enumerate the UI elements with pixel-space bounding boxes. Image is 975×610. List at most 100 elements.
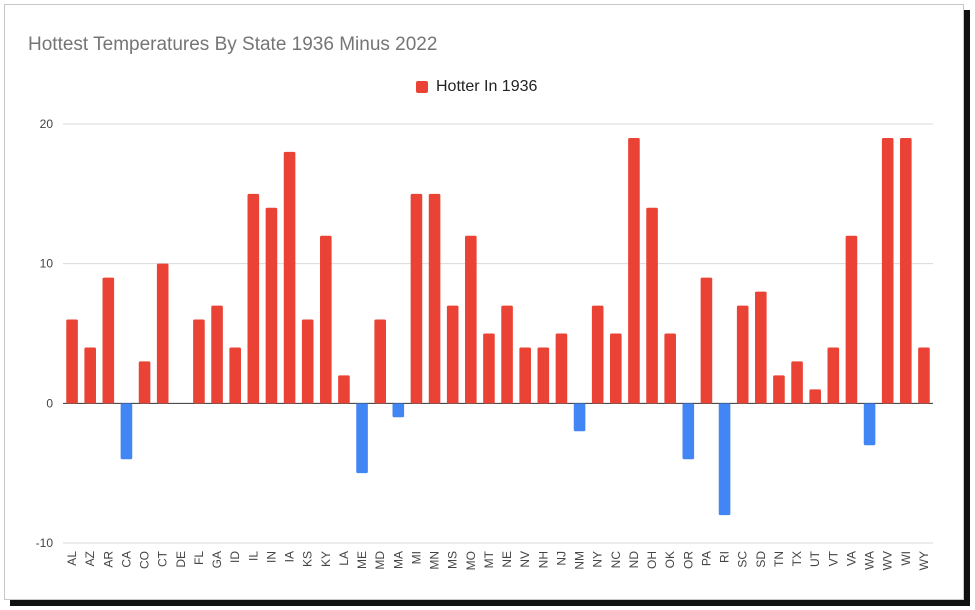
x-tick-label: AL — [65, 551, 79, 566]
x-tick-label: AZ — [83, 551, 97, 566]
bar-id — [229, 347, 241, 404]
x-tick-label: CA — [119, 551, 133, 568]
bar-mi — [410, 193, 423, 404]
bar-ms — [446, 305, 459, 404]
x-tick-label: WA — [863, 551, 877, 570]
bar-mn — [428, 193, 441, 404]
bar-al — [66, 319, 78, 404]
y-tick-label: 20 — [40, 117, 54, 131]
x-tick-label: SC — [736, 551, 750, 568]
bar-ia — [283, 151, 296, 404]
bar-ct — [156, 263, 169, 404]
bar-tn — [773, 375, 785, 404]
bar-wi — [900, 137, 912, 404]
bar-il — [247, 193, 260, 404]
bar-nd — [628, 137, 640, 404]
y-tick-label: 10 — [40, 257, 54, 271]
bar-ok — [664, 333, 676, 404]
bar-nc — [610, 333, 622, 404]
x-tick-label: NH — [536, 551, 550, 568]
bar-ky — [320, 235, 332, 404]
x-tick-label: FL — [192, 551, 206, 565]
bar-sc — [736, 305, 749, 404]
x-tick-label: MT — [482, 550, 496, 568]
bar-nj — [555, 333, 568, 404]
y-tick-label: -10 — [36, 536, 54, 550]
x-tick-label: DE — [174, 551, 188, 568]
bar-fl — [193, 319, 205, 404]
bar-md — [374, 319, 386, 404]
x-tick-label: WI — [899, 551, 913, 566]
bar-co — [138, 361, 151, 404]
bar-ne — [501, 305, 513, 404]
x-tick-label: LA — [337, 551, 351, 566]
bar-ut — [809, 389, 821, 404]
x-tick-label: NE — [500, 551, 514, 568]
chart-title: Hottest Temperatures By State 1936 Minus… — [28, 34, 438, 55]
bar-vt — [827, 347, 840, 404]
bar-la — [338, 375, 350, 404]
x-tick-label: OH — [645, 551, 659, 569]
x-tick-label: IN — [264, 551, 278, 563]
bar-wa — [863, 403, 876, 446]
x-tick-label: KY — [319, 551, 333, 567]
x-tick-label: WY — [917, 551, 931, 570]
bar-or — [682, 403, 695, 460]
x-tick-label: TN — [772, 551, 786, 567]
x-tick-label: GA — [210, 551, 224, 568]
x-tick-label: NC — [609, 551, 623, 569]
bar-wy — [918, 347, 930, 404]
x-tick-label: OR — [681, 551, 695, 569]
legend-label: Hotter In 1936 — [436, 78, 538, 95]
x-tick-label: MI — [409, 551, 423, 564]
x-tick-label: UT — [808, 550, 822, 567]
x-tick-label: NJ — [554, 551, 568, 566]
x-tick-label: AR — [101, 551, 115, 568]
bar-pa — [700, 277, 713, 404]
bar-oh — [646, 207, 658, 404]
bar-wv — [881, 137, 894, 404]
bar-nh — [537, 347, 550, 404]
bar-ar — [102, 277, 115, 404]
x-tick-label: NM — [573, 551, 587, 570]
legend: Hotter In 1936 — [416, 78, 537, 96]
x-tick-label: ME — [355, 551, 369, 569]
x-tick-label: SD — [754, 551, 768, 568]
x-tick-label: CT — [156, 550, 170, 567]
x-tick-label: TX — [790, 551, 804, 566]
x-tick-label: MO — [464, 551, 478, 570]
bar-nm — [573, 403, 586, 432]
x-tick-label: MA — [391, 551, 405, 569]
y-tick-label: 0 — [46, 396, 53, 410]
x-tick-label: OK — [663, 551, 677, 568]
bar-va — [845, 235, 858, 404]
bar-nv — [519, 347, 531, 404]
x-tick-label: VA — [844, 551, 858, 566]
x-tick-label: MD — [373, 551, 387, 570]
bar-me — [356, 403, 368, 474]
bar-ri — [718, 403, 731, 516]
x-tick-label: NV — [518, 551, 532, 568]
x-tick-label: IL — [246, 551, 260, 561]
x-tick-label: CO — [138, 551, 152, 569]
bar-ca — [120, 403, 133, 460]
bar-mt — [483, 333, 495, 404]
bar-in — [265, 207, 278, 404]
x-tick-label: MN — [428, 551, 442, 570]
bar-ny — [591, 305, 604, 404]
x-tick-label: MS — [446, 551, 460, 569]
x-tick-label: IA — [283, 551, 297, 562]
bar-sd — [755, 291, 767, 404]
bar-mo — [465, 235, 477, 404]
legend-swatch — [416, 81, 428, 93]
x-tick-label: ND — [627, 551, 641, 569]
bar-az — [84, 347, 96, 404]
x-tick-label: PA — [699, 551, 713, 566]
bar-ks — [301, 319, 314, 404]
x-tick-label: VT — [826, 550, 840, 566]
x-tick-label: ID — [228, 551, 242, 563]
bar-tx — [791, 361, 803, 404]
x-tick-label: NY — [591, 551, 605, 568]
x-tick-label: WV — [881, 551, 895, 570]
